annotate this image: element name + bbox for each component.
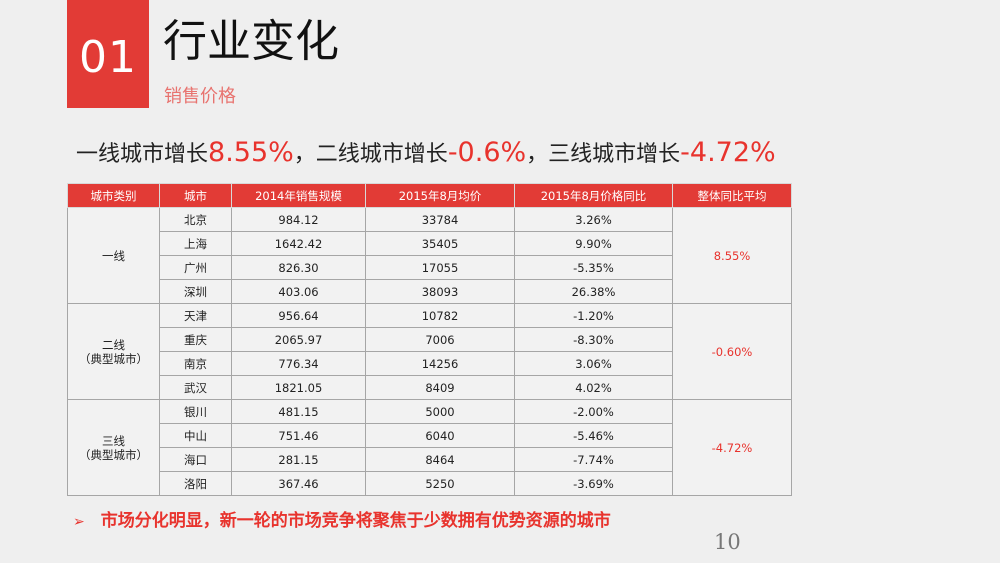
table-row: 广州 826.30 17055 -5.35%: [68, 255, 792, 280]
average-cell: -0.60%: [672, 303, 792, 400]
table-row: 洛阳 367.46 5250 -3.69%: [68, 471, 792, 496]
city-cell: 中山: [159, 423, 232, 448]
column-header-scale: 2014年销售规模: [231, 183, 366, 208]
scale-cell: 2065.97: [231, 327, 366, 352]
average-cell: -4.72%: [672, 399, 792, 496]
table-header-row: 城市类别 城市 2014年销售规模 2015年8月均价 2015年8月价格同比 …: [67, 183, 792, 208]
column-header-yoy: 2015年8月价格同比: [514, 183, 673, 208]
column-header-average: 整体同比平均: [672, 183, 792, 208]
summary-text-2: ，二线城市增长: [293, 142, 448, 167]
summary-value-tier2: -0.6%: [447, 137, 527, 168]
table-row: 深圳 403.06 38093 26.38%: [68, 279, 792, 304]
price-cell: 33784: [365, 207, 515, 232]
scale-cell: 403.06: [231, 279, 366, 304]
category-cell: 二线 （典型城市）: [67, 303, 160, 400]
summary-value-tier1: 8.55%: [208, 137, 294, 168]
category-cell: 三线 （典型城市）: [67, 399, 160, 496]
price-cell: 35405: [365, 231, 515, 256]
column-header-city: 城市: [159, 183, 232, 208]
yoy-cell: 26.38%: [514, 279, 673, 304]
summary-value-tier3: -4.72%: [680, 137, 776, 168]
table-row: 海口 281.15 8464 -7.74%: [68, 447, 792, 472]
category-cell: 一线: [67, 207, 160, 304]
price-cell: 14256: [365, 351, 515, 376]
scale-cell: 751.46: [231, 423, 366, 448]
yoy-cell: -8.30%: [514, 327, 673, 352]
arrow-right-icon: ➢: [73, 514, 85, 530]
price-cell: 8464: [365, 447, 515, 472]
city-cell: 天津: [159, 303, 232, 328]
summary-text-3: ，三线城市增长: [526, 142, 681, 167]
scale-cell: 826.30: [231, 255, 366, 280]
scale-cell: 984.12: [231, 207, 366, 232]
yoy-cell: 3.26%: [514, 207, 673, 232]
page-title: 行业变化: [163, 16, 339, 67]
price-cell: 17055: [365, 255, 515, 280]
average-cell: 8.55%: [672, 207, 792, 304]
page-subtitle: 销售价格: [164, 86, 236, 107]
price-table: 城市类别 城市 2014年销售规模 2015年8月均价 2015年8月价格同比 …: [67, 183, 792, 496]
price-cell: 10782: [365, 303, 515, 328]
summary-text-1: 一线城市增长: [76, 142, 209, 167]
scale-cell: 1642.42: [231, 231, 366, 256]
table-row: 重庆 2065.97 7006 -8.30%: [68, 327, 792, 352]
city-cell: 北京: [159, 207, 232, 232]
city-cell: 洛阳: [159, 471, 232, 496]
table-row: 二线 （典型城市） 天津 956.64 10782 -1.20% -0.60%: [67, 303, 792, 400]
table-row: 上海 1642.42 35405 9.90%: [68, 231, 792, 256]
scale-cell: 281.15: [231, 447, 366, 472]
price-cell: 38093: [365, 279, 515, 304]
scale-cell: 776.34: [231, 351, 366, 376]
yoy-cell: -2.00%: [514, 399, 673, 424]
category-sublabel: （典型城市）: [79, 351, 148, 366]
city-cell: 海口: [159, 447, 232, 472]
city-cell: 银川: [159, 399, 232, 424]
scale-cell: 367.46: [231, 471, 366, 496]
yoy-cell: 4.02%: [514, 375, 673, 400]
yoy-cell: -5.35%: [514, 255, 673, 280]
price-cell: 5000: [365, 399, 515, 424]
yoy-cell: -1.20%: [514, 303, 673, 328]
city-cell: 上海: [159, 231, 232, 256]
column-header-price: 2015年8月均价: [365, 183, 515, 208]
section-number: 01: [79, 32, 137, 83]
conclusion-text: 市场分化明显，新一轮的市场竞争将聚焦于少数拥有优势资源的城市: [100, 511, 611, 531]
section-number-badge: 01: [67, 0, 149, 108]
table-row: 一线 北京 984.12 33784 3.26% 8.55%: [67, 207, 792, 304]
city-cell: 广州: [159, 255, 232, 280]
conclusion-bullet: ➢ 市场分化明显，新一轮的市场竞争将聚焦于少数拥有优势资源的城市: [73, 506, 611, 531]
category-sublabel: （典型城市）: [79, 447, 148, 462]
yoy-cell: 9.90%: [514, 231, 673, 256]
yoy-cell: -5.46%: [514, 423, 673, 448]
yoy-cell: 3.06%: [514, 351, 673, 376]
table-row: 武汉 1821.05 8409 4.02%: [68, 375, 792, 400]
city-cell: 重庆: [159, 327, 232, 352]
yoy-cell: -7.74%: [514, 447, 673, 472]
scale-cell: 481.15: [231, 399, 366, 424]
city-cell: 武汉: [159, 375, 232, 400]
page-number: 10: [714, 530, 741, 554]
table-row: 三线 （典型城市） 银川 481.15 5000 -2.00% -4.72%: [67, 399, 792, 496]
price-cell: 6040: [365, 423, 515, 448]
summary-line: 一线城市增长8.55%，二线城市增长-0.6%，三线城市增长-4.72%: [76, 138, 776, 170]
city-cell: 深圳: [159, 279, 232, 304]
scale-cell: 956.64: [231, 303, 366, 328]
table-row: 中山 751.46 6040 -5.46%: [68, 423, 792, 448]
category-label: 三线: [102, 433, 125, 448]
city-cell: 南京: [159, 351, 232, 376]
column-header-category: 城市类别: [67, 183, 160, 208]
category-label: 一线: [102, 248, 125, 263]
price-cell: 7006: [365, 327, 515, 352]
scale-cell: 1821.05: [231, 375, 366, 400]
table-row: 南京 776.34 14256 3.06%: [68, 351, 792, 376]
category-label: 二线: [102, 337, 125, 352]
yoy-cell: -3.69%: [514, 471, 673, 496]
price-cell: 8409: [365, 375, 515, 400]
price-cell: 5250: [365, 471, 515, 496]
